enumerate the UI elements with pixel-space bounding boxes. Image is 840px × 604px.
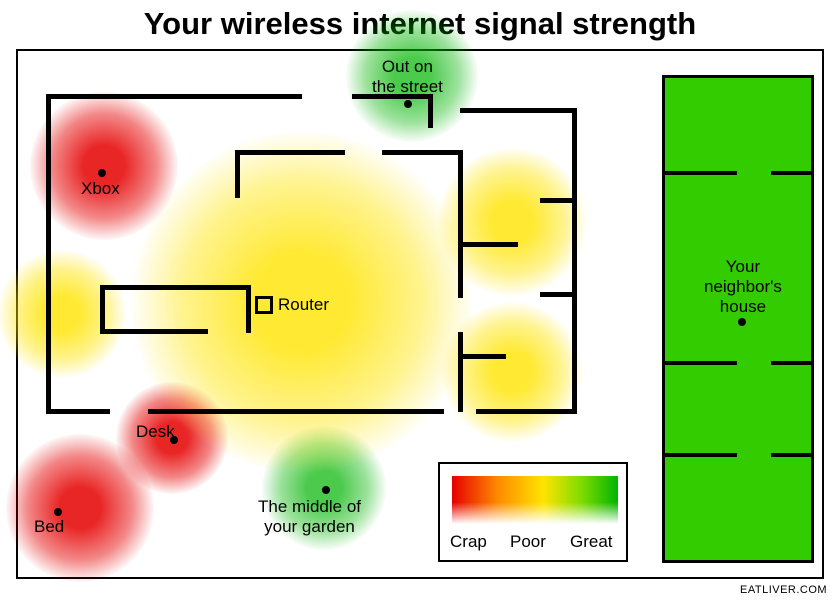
wall-segment: [100, 285, 250, 290]
credit-text: EATLIVER.COM: [740, 584, 827, 596]
garden-dot: [322, 486, 330, 494]
xbox-dot: [98, 169, 106, 177]
signal-glow: [6, 434, 154, 582]
neighbor-wall: [771, 361, 811, 365]
wall-segment: [100, 285, 105, 333]
neighbor-dot: [738, 318, 746, 326]
wall-segment: [428, 94, 433, 128]
router-icon: [255, 296, 273, 314]
wall-segment: [458, 202, 463, 298]
desk-label: Desk: [136, 422, 175, 442]
signal-glow: [30, 92, 178, 240]
wall-segment: [458, 242, 518, 247]
page-title: Your wireless internet signal strength: [0, 6, 840, 42]
wall-segment: [382, 150, 462, 155]
legend-label: Poor: [510, 532, 546, 552]
legend-label: Crap: [450, 532, 487, 552]
neighbor-wall: [665, 453, 737, 457]
neighbor-wall: [771, 171, 811, 175]
bed-dot: [54, 508, 62, 516]
neighbor-label: Your neighbor's house: [704, 257, 782, 317]
bed-label: Bed: [34, 517, 64, 537]
street-dot: [404, 100, 412, 108]
wall-segment: [476, 409, 576, 414]
legend-label: Great: [570, 532, 613, 552]
wall-segment: [148, 409, 444, 414]
legend-box: Crap Poor Great: [438, 462, 628, 562]
wall-segment: [235, 150, 240, 198]
signal-glow: [0, 250, 126, 378]
wall-segment: [540, 198, 576, 203]
neighbor-wall: [665, 361, 737, 365]
wall-segment: [46, 94, 302, 99]
wall-segment: [235, 150, 345, 155]
neighbor-wall: [771, 453, 811, 457]
garden-label: The middle of your garden: [258, 497, 361, 537]
signal-glow: [442, 302, 582, 442]
wall-segment: [540, 292, 576, 297]
wall-segment: [246, 285, 251, 333]
wall-segment: [100, 329, 208, 334]
neighbor-wall: [665, 171, 737, 175]
diagram-frame: Xbox Router Desk Bed The middle of your gard…: [16, 49, 824, 579]
router-label: Router: [278, 295, 329, 315]
wall-segment: [572, 108, 577, 414]
xbox-label: Xbox: [81, 179, 120, 199]
legend-gradient: [452, 476, 618, 524]
wall-segment: [46, 409, 110, 414]
street-label: Out on the street: [372, 57, 443, 97]
wall-segment: [458, 150, 463, 202]
wall-segment: [460, 108, 577, 113]
wall-segment: [458, 354, 506, 359]
wall-segment: [458, 332, 463, 412]
wall-segment: [46, 94, 51, 414]
